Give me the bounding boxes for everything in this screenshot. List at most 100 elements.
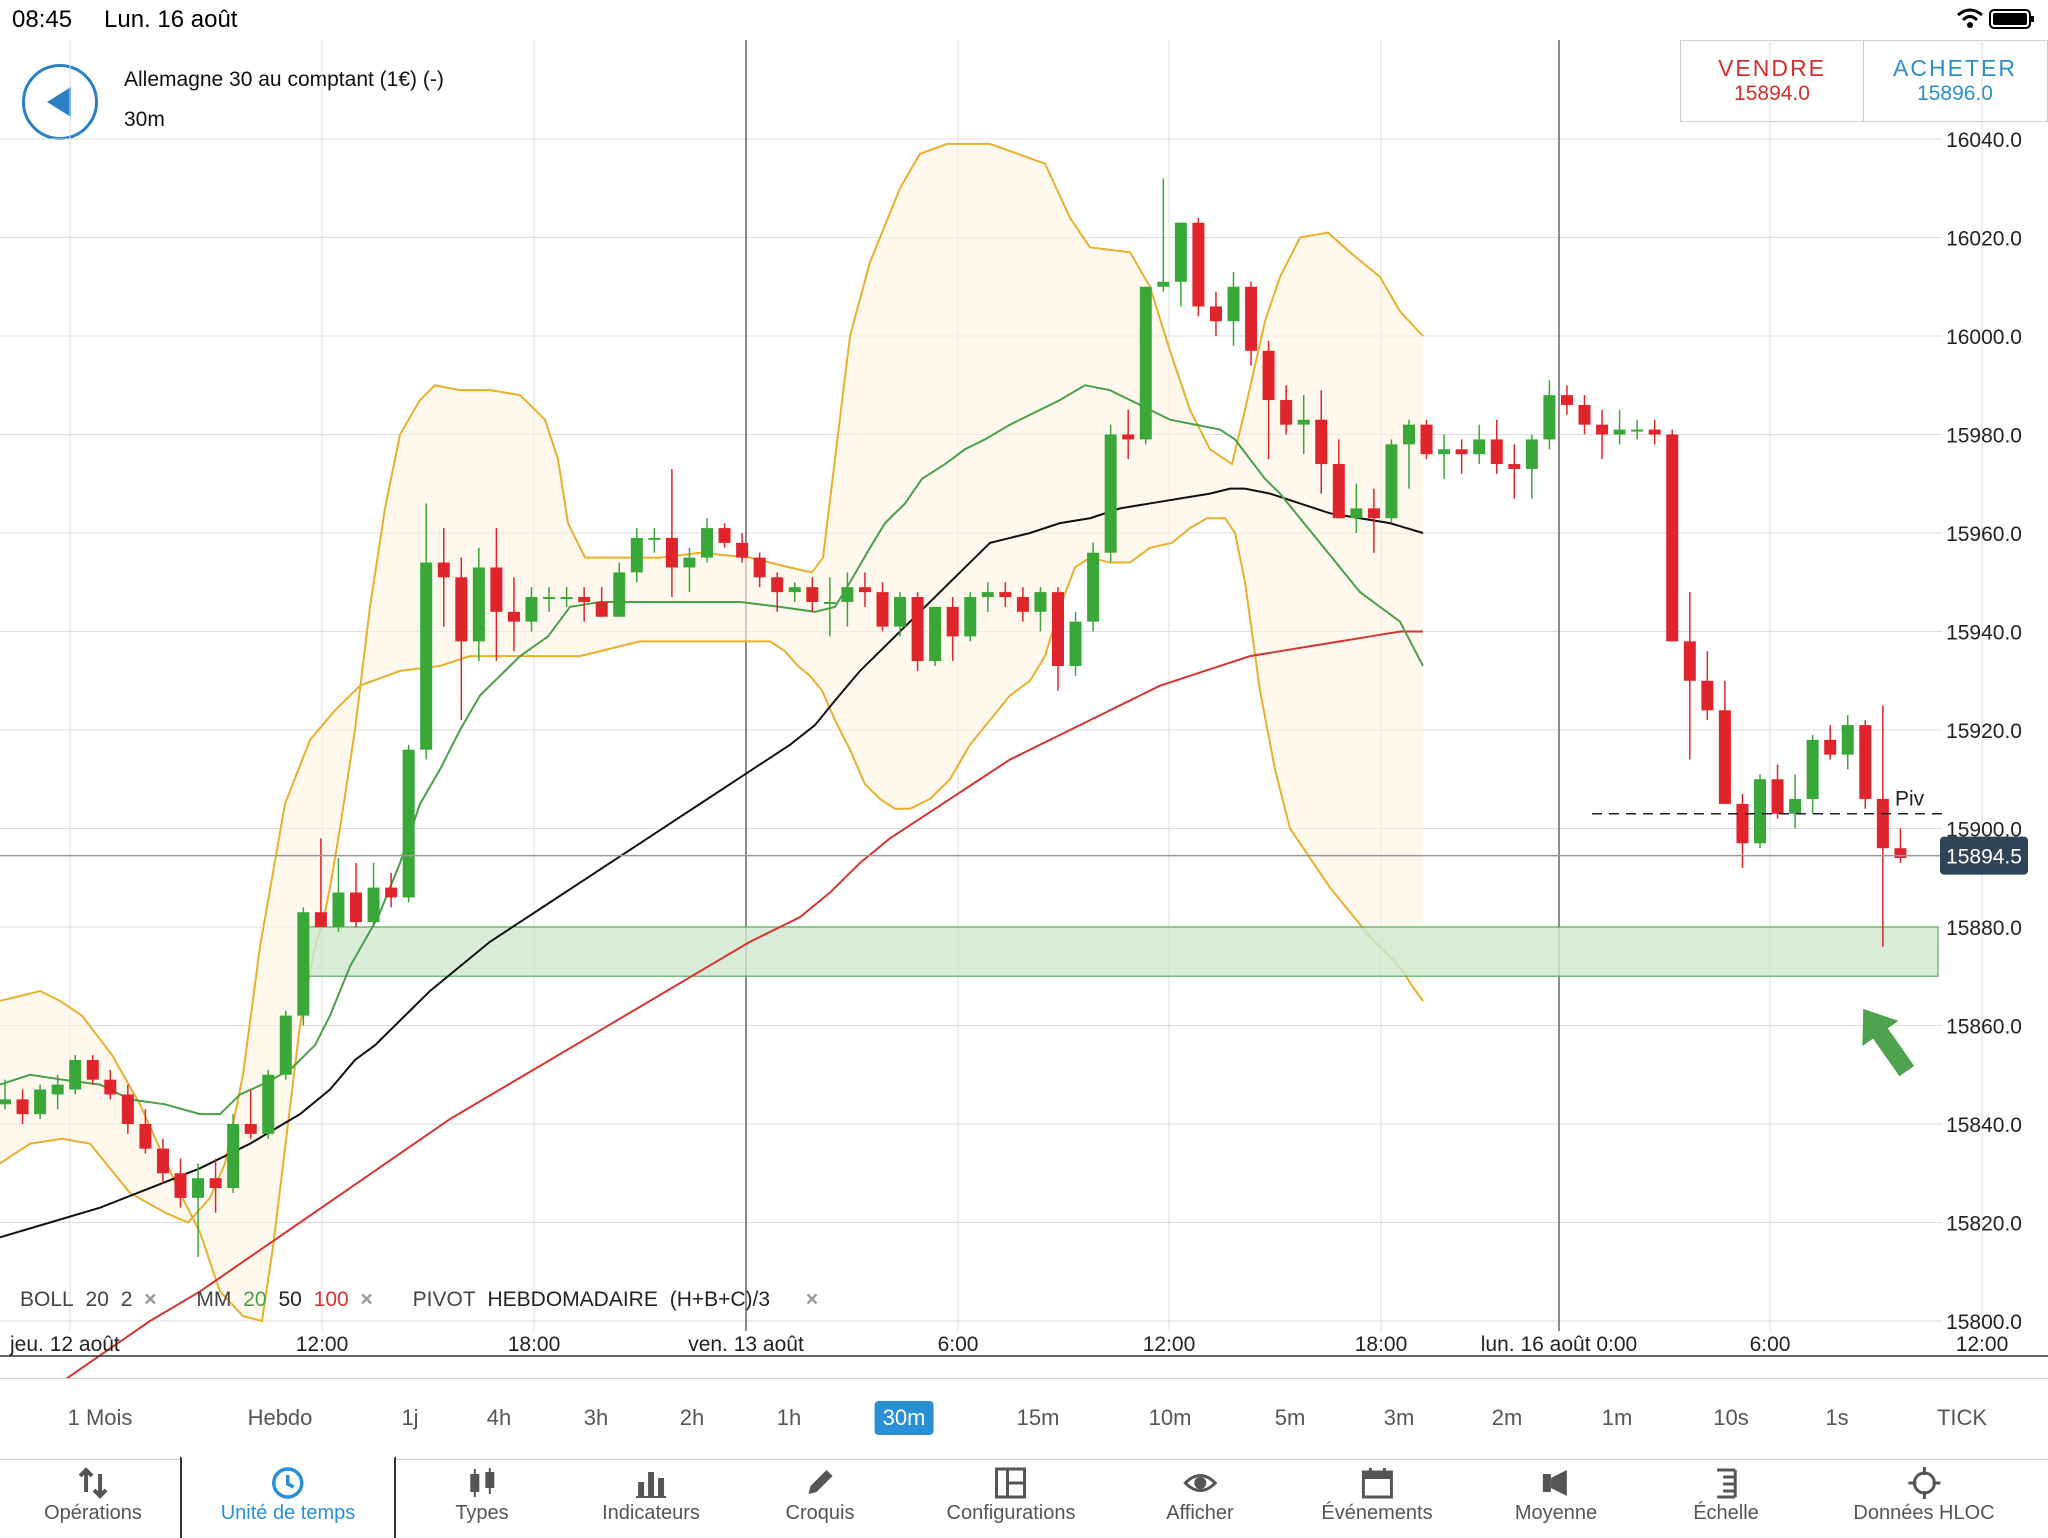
pivot-label: PIVOT bbox=[412, 1288, 476, 1311]
candle bbox=[16, 1089, 29, 1124]
candle bbox=[402, 744, 415, 903]
tab-label: Croquis bbox=[785, 1502, 855, 1524]
candle-body bbox=[455, 577, 468, 642]
battery-icon bbox=[1989, 9, 2034, 29]
boll-remove-button[interactable]: × bbox=[144, 1288, 157, 1311]
status-date: Lun. 16 août bbox=[104, 6, 238, 33]
tab-7[interactable]: Afficher bbox=[1166, 1458, 1234, 1536]
candle bbox=[1157, 178, 1170, 292]
sell-button[interactable]: VENDRE 15894.0 bbox=[1681, 41, 1864, 121]
candle bbox=[1227, 271, 1240, 346]
tab-2[interactable]: Unité de temps bbox=[221, 1458, 355, 1536]
candle-body bbox=[385, 887, 398, 898]
candle bbox=[665, 468, 678, 598]
tab-10[interactable]: Échelle bbox=[1693, 1458, 1759, 1536]
timeframe-1-mois[interactable]: 1 Mois bbox=[67, 1405, 133, 1430]
pivot-remove-button[interactable]: × bbox=[805, 1288, 819, 1311]
candle-body bbox=[1034, 592, 1047, 612]
candle-body bbox=[139, 1124, 152, 1149]
tab-1[interactable]: Opérations bbox=[44, 1458, 142, 1536]
x-tick-label: 12:00 bbox=[296, 1333, 349, 1356]
candle-body bbox=[1894, 848, 1907, 859]
x-tick-label: 12:00 bbox=[1143, 1333, 1196, 1356]
candle bbox=[911, 592, 924, 671]
candle-body bbox=[560, 597, 573, 600]
candle-body bbox=[1876, 798, 1889, 849]
tab-9[interactable]: Moyenne bbox=[1515, 1458, 1597, 1536]
timeframe-15m[interactable]: 15m bbox=[1016, 1405, 1060, 1430]
candle bbox=[1824, 725, 1837, 760]
candle-body bbox=[402, 749, 415, 898]
timeframe-3m[interactable]: 3m bbox=[1383, 1405, 1415, 1430]
candle-body bbox=[929, 606, 942, 662]
timeframe-5m[interactable]: 5m bbox=[1274, 1405, 1306, 1430]
candle bbox=[156, 1138, 169, 1184]
tab-label: Échelle bbox=[1693, 1502, 1759, 1524]
timeframe-10m[interactable]: 10m bbox=[1148, 1405, 1192, 1430]
tab-5[interactable]: Croquis bbox=[785, 1458, 855, 1536]
candle bbox=[507, 577, 520, 652]
candle-body bbox=[1069, 621, 1082, 666]
candle-body bbox=[1087, 552, 1100, 622]
candle-body bbox=[1596, 424, 1609, 435]
timeframe-tick[interactable]: TICK bbox=[1936, 1405, 1988, 1430]
candle-body bbox=[578, 597, 591, 602]
tab-label: Types bbox=[455, 1502, 509, 1524]
candle-body bbox=[1139, 286, 1152, 440]
timeframe-1m[interactable]: 1m bbox=[1601, 1405, 1633, 1430]
price-chart[interactable]: Piv 16040.0 16020.0 16000.0 15980.0 15960.0 1… bbox=[0, 40, 2048, 1378]
timeframe-4h[interactable]: 4h bbox=[486, 1405, 512, 1430]
candle-body bbox=[1683, 641, 1696, 681]
candle-body bbox=[1174, 222, 1187, 282]
bars-icon bbox=[636, 1472, 666, 1498]
pivot-period: HEBDOMADAIRE bbox=[487, 1288, 658, 1311]
candle-body bbox=[1209, 306, 1222, 322]
candle bbox=[1420, 419, 1433, 460]
candle-body bbox=[736, 542, 749, 558]
timeframe-1j[interactable]: 1j bbox=[401, 1405, 419, 1430]
timeframe-2m[interactable]: 2m bbox=[1491, 1405, 1523, 1430]
tab-4[interactable]: Indicateurs bbox=[602, 1458, 700, 1536]
mm-label: MM bbox=[196, 1288, 232, 1311]
candle-body bbox=[1104, 434, 1117, 553]
tab-label: Opérations bbox=[44, 1502, 142, 1524]
candle bbox=[34, 1084, 47, 1120]
candle bbox=[227, 1114, 240, 1193]
candle bbox=[1174, 222, 1187, 307]
timeframe-bar: 1 Mois Hebdo 1j 4h 3h 2h 1h 30m 15m 10m 5m 3m 2m 1m 10… bbox=[0, 1378, 2048, 1460]
timeframe-1h[interactable]: 1h bbox=[776, 1405, 802, 1430]
mm-remove-button[interactable]: × bbox=[360, 1288, 373, 1311]
timeframe-hebdo[interactable]: Hebdo bbox=[247, 1405, 313, 1430]
timeframe-2h[interactable]: 2h bbox=[679, 1405, 705, 1430]
candle-body bbox=[244, 1124, 257, 1134]
candle-body bbox=[1367, 508, 1380, 519]
candle bbox=[139, 1109, 152, 1154]
candle-body bbox=[648, 537, 661, 540]
tab-11[interactable]: Données HLOC bbox=[1853, 1458, 1995, 1536]
candle bbox=[1403, 419, 1415, 489]
candle-body bbox=[981, 592, 994, 598]
candle-body bbox=[823, 601, 836, 604]
tab-6[interactable]: Configurations bbox=[947, 1458, 1075, 1536]
candle bbox=[104, 1069, 117, 1100]
x-tick-label: 6:00 bbox=[1750, 1333, 1791, 1356]
candle bbox=[192, 1163, 205, 1257]
timeframe-3h[interactable]: 3h bbox=[583, 1405, 609, 1430]
candle bbox=[1578, 395, 1591, 435]
candle bbox=[648, 528, 661, 553]
candle-body bbox=[999, 592, 1012, 598]
candle bbox=[1122, 409, 1135, 460]
timeframe-10s[interactable]: 10s bbox=[1713, 1405, 1749, 1430]
tab-3[interactable]: Types bbox=[455, 1458, 509, 1536]
tab-8[interactable]: Événements bbox=[1321, 1458, 1433, 1536]
buy-button[interactable]: ACHETER 15896.0 bbox=[1864, 41, 2046, 121]
candle-body bbox=[1262, 350, 1275, 401]
x-tick-label: jeu. 12 août bbox=[9, 1333, 120, 1356]
mm-param-3: 100 bbox=[313, 1288, 349, 1311]
candle bbox=[788, 582, 801, 602]
timeframe-1s[interactable]: 1s bbox=[1825, 1405, 1849, 1430]
timeframe-30m[interactable]: 30m bbox=[874, 1401, 934, 1435]
candle-body bbox=[964, 597, 977, 637]
y-tick-label: 15880.0 bbox=[1946, 917, 2022, 940]
candle bbox=[1069, 611, 1082, 676]
